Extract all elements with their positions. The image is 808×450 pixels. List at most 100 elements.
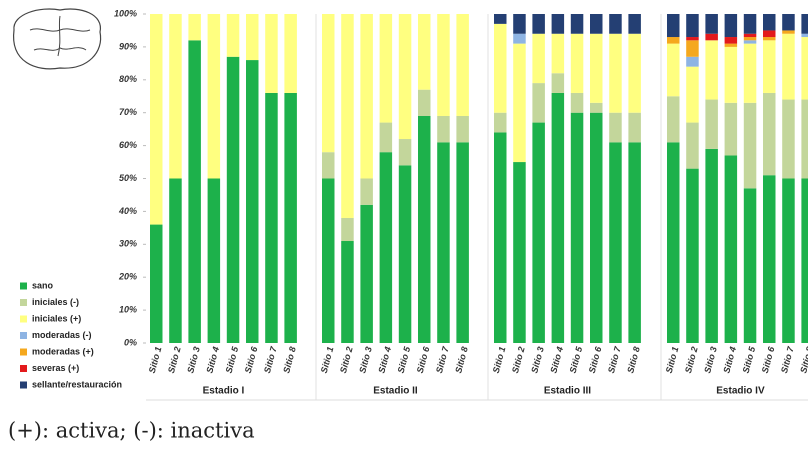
bar-segment [628, 112, 641, 143]
bar-segment [667, 142, 680, 343]
legend-label: iniciales (+) [32, 313, 81, 323]
bar-segment [705, 14, 718, 34]
y-tick-label: 50% [119, 173, 137, 183]
bar-segment [418, 89, 431, 116]
bar-segment [494, 112, 507, 133]
bar-segment [609, 14, 622, 34]
bar-segment [782, 178, 795, 343]
bar-segment [570, 92, 584, 113]
x-tick-label: Sitio 2 [338, 346, 355, 375]
bar-segment [628, 14, 641, 34]
legend-swatch [20, 348, 27, 356]
group-label: Estadio I [203, 386, 245, 397]
bar-segment [398, 139, 412, 166]
legend-label: severas (+) [32, 363, 79, 373]
bar-segment [667, 37, 680, 44]
bar-segment [724, 14, 738, 38]
y-tick-label: 100% [114, 8, 137, 18]
x-tick-label: Sitio 1 [664, 346, 681, 375]
bar-segment [705, 148, 718, 343]
bar-segment [246, 60, 259, 344]
bar-segment [705, 33, 718, 41]
group-label: Estadio III [544, 386, 591, 397]
x-tick-label: Sitio 8 [625, 346, 642, 375]
bar-segment [686, 14, 699, 38]
legend-label: moderadas (+) [32, 346, 94, 356]
bar-segment [590, 112, 603, 343]
bar-segment [265, 14, 278, 93]
bar-segment [379, 14, 393, 123]
bar-segment [379, 122, 393, 153]
bar-segment [609, 142, 622, 343]
bar-segment [743, 14, 757, 34]
y-tick-label: 80% [119, 74, 137, 84]
bar-segment [743, 102, 757, 189]
y-tick-label: 70% [119, 107, 137, 117]
bar-segment [743, 37, 757, 41]
bar-segment [494, 23, 507, 113]
x-tick-label: Sitio 3 [529, 346, 546, 375]
bar-segment [782, 99, 795, 179]
y-tick-label: 90% [119, 41, 137, 51]
bar-segment [570, 112, 584, 343]
x-tick-label: Sitio 8 [281, 346, 298, 375]
x-tick-label: Sitio 7 [606, 345, 623, 375]
bar-segment [801, 14, 808, 34]
bar-segment [456, 142, 469, 343]
x-tick-label: Sitio 7 [262, 345, 279, 375]
bar-segment [341, 217, 354, 242]
bar-segment [763, 30, 776, 38]
legend-swatch [20, 365, 27, 372]
bar-segment [724, 43, 738, 47]
bar-segment [609, 112, 622, 143]
x-tick-label: Sitio 7 [779, 345, 796, 375]
bar-segment [169, 14, 182, 179]
y-tick-label: 20% [118, 272, 137, 282]
bar-segment [686, 168, 699, 343]
bar-segment [494, 14, 507, 24]
bar-segment [322, 14, 335, 153]
bar-segment [418, 115, 431, 344]
bar-segment [246, 14, 259, 61]
x-tick-label: Sitio 2 [510, 346, 527, 375]
bar-segment [667, 96, 680, 143]
bar-segment [570, 33, 584, 93]
x-tick-label: Sitio 3 [357, 346, 374, 375]
legend-label: sellante/restauración [32, 379, 122, 389]
x-tick-label: Sitio 6 [243, 345, 260, 375]
bar-segment [782, 33, 795, 100]
bar-segment [763, 14, 776, 31]
bar-segment [532, 33, 545, 84]
bar-segment [532, 122, 545, 343]
bar-segment [513, 43, 526, 163]
bar-segment [398, 14, 412, 140]
bar-segment [360, 204, 373, 343]
bar-segment [379, 152, 393, 343]
bar-segment [686, 40, 699, 57]
bar-segment [609, 33, 622, 113]
x-tick-label: Sitio 7 [434, 345, 451, 375]
bar-segment [284, 14, 297, 93]
bar-segment [150, 14, 163, 225]
legend-swatch [20, 332, 27, 339]
bar-segment [743, 40, 757, 44]
bar-segment [360, 178, 373, 205]
x-tick-label: Sitio 4 [204, 346, 221, 375]
bar-segment [188, 40, 201, 343]
bar-segment [743, 188, 757, 343]
legend-label: iniciales (-) [32, 297, 79, 307]
bar-segment [763, 175, 776, 343]
x-tick-label: Sitio 6 [415, 345, 432, 375]
bar-segment [743, 33, 757, 38]
bar-segment [686, 122, 699, 169]
bar-segment [724, 46, 738, 103]
bar-segment [437, 142, 450, 343]
bar-segment [763, 92, 776, 176]
bar-segment [551, 14, 565, 34]
bar-segment [782, 14, 795, 31]
bar-segment [456, 14, 469, 116]
legend-label: moderadas (-) [32, 330, 92, 340]
x-tick-label: Sitio 6 [760, 345, 777, 375]
